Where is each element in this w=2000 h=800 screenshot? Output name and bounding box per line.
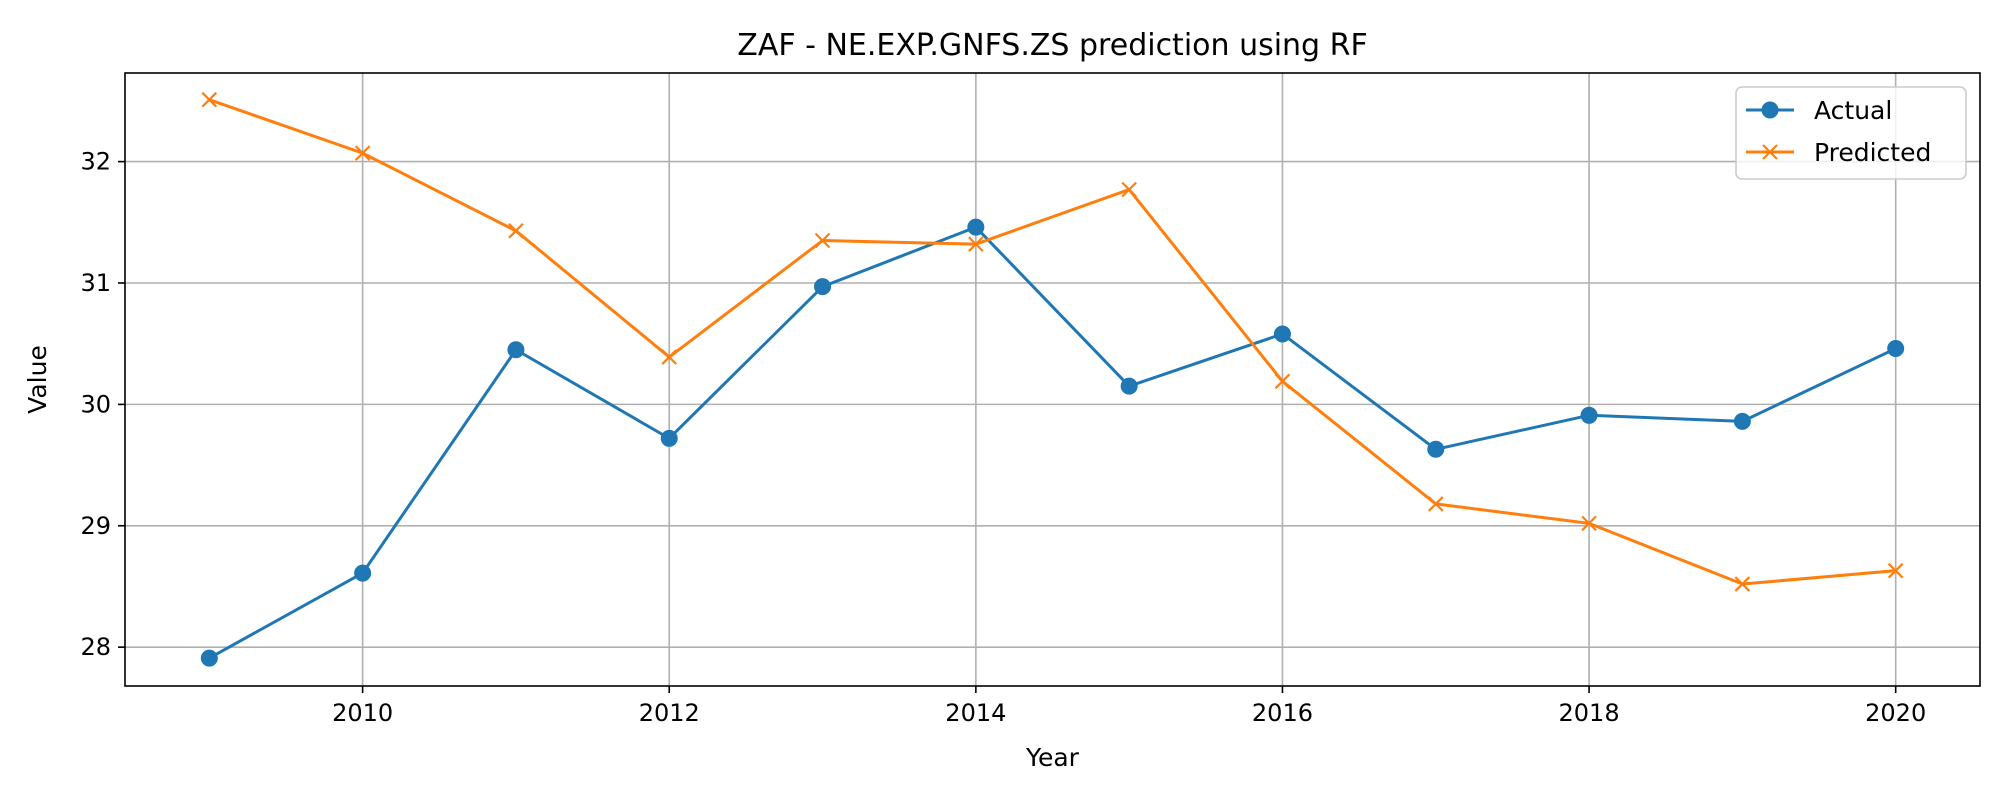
data-point-predicted [968,236,984,252]
data-point-actual [1273,325,1291,343]
data-point-actual [200,649,218,667]
x-tick-label: 2010 [332,699,393,727]
data-point-predicted [508,223,524,239]
x-tick-label: 2020 [1865,699,1926,727]
data-point-actual [1733,412,1751,430]
legend-marker-stroke [1762,144,1778,160]
data-point-predicted-stroke [814,232,831,249]
legend-marker [1762,144,1778,160]
x-axis-label: Year [1025,743,1080,772]
data-point-predicted-stroke [968,236,984,252]
data-point-predicted [1581,515,1597,532]
data-point-actual [814,278,832,296]
data-point-predicted [354,145,371,161]
data-point-predicted-stroke [201,91,218,108]
y-tick-label: 31 [80,269,111,297]
data-point-predicted [1734,576,1751,592]
x-tick-label: 2016 [1252,699,1313,727]
plot-frame [124,72,1981,687]
data-point-actual [967,218,985,236]
data-point-predicted-stroke [508,223,524,239]
y-tick-label: 30 [80,390,111,418]
data-point-actual [354,564,372,582]
series-actual [200,218,1905,667]
data-point-actual [660,429,678,447]
data-point-predicted [1274,373,1291,390]
legend: Actual Predicted [1735,86,1967,180]
data-point-predicted [1887,562,1904,579]
legend-item-actual: Actual [1746,96,1892,125]
x-tick-label: 2014 [945,699,1006,727]
data-point-predicted [201,91,218,108]
data-point-predicted-stroke [1121,181,1137,198]
data-point-actual [1120,377,1138,395]
y-tick-label: 28 [80,633,111,661]
y-axis-label: Value [23,345,52,414]
data-point-actual [507,341,525,359]
y-tick-label: 32 [80,148,111,176]
series-line-predicted [208,98,1896,586]
data-point-predicted [814,232,831,249]
data-point-predicted [661,349,678,365]
legend-label: Predicted [1814,138,1931,167]
data-point-predicted-stroke [1887,562,1904,579]
grid-lines [125,73,1980,686]
series-line-actual [208,225,1897,660]
data-point-predicted [1427,496,1444,512]
legend-item-predicted: Predicted [1746,138,1931,167]
axis-ticks: 2010 2012 2014 2016 2018 2020 28 29 30 31 32 [80,148,1926,727]
series-layer [200,91,1905,667]
data-point-predicted-stroke [354,145,371,161]
series-predicted [201,91,1904,592]
data-point-predicted-stroke [1581,515,1597,532]
data-point-actual [1427,440,1445,458]
data-point-predicted-stroke [1734,576,1751,592]
data-point-predicted-stroke [661,349,678,365]
data-point-actual [1580,406,1598,424]
data-point-predicted [1121,181,1137,198]
x-tick-label: 2012 [639,699,700,727]
data-point-predicted-stroke [1427,496,1444,512]
chart-title: ZAF - NE.EXP.GNFS.ZS prediction using RF [737,28,1367,63]
data-point-actual [1887,340,1905,358]
data-point-predicted-stroke [1274,373,1291,390]
x-tick-label: 2018 [1559,699,1620,727]
legend-marker [1761,101,1779,119]
legend-label: Actual [1814,96,1892,125]
y-tick-label: 29 [80,512,111,540]
